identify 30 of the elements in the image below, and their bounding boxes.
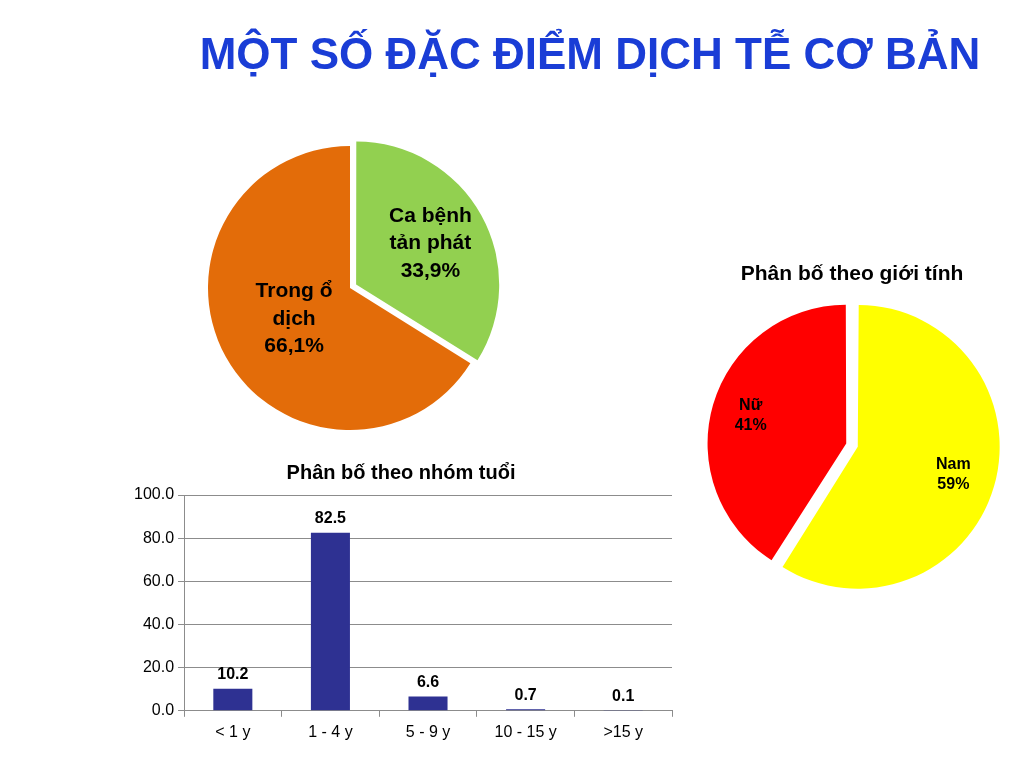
data-label: 0.1 <box>612 686 635 704</box>
y-tick-label: 40.0 <box>142 614 175 632</box>
data-label: 33,9% <box>400 257 461 281</box>
bar <box>213 688 253 711</box>
x-tick-label: 10 - 15 y <box>494 722 557 740</box>
data-label: 0.7 <box>514 685 537 703</box>
y-tick-label: 20.0 <box>142 658 175 676</box>
y-tick-label: 100.0 <box>133 485 175 503</box>
data-label: 59% <box>937 475 970 493</box>
data-label: 10.2 <box>217 665 249 683</box>
slice-label: Ca bệnh tản phát <box>388 202 472 254</box>
bar <box>408 696 448 711</box>
y-tick-label: 80.0 <box>142 528 175 546</box>
chart-title: Phân bố theo giới tính <box>740 261 964 285</box>
data-label: 66,1% <box>264 333 325 357</box>
bar <box>310 532 350 711</box>
text: MỘT SỐ ĐẶC ĐIỂM DỊCH TỄ CƠ BẢN <box>198 28 982 80</box>
slice-label: Nam <box>936 454 971 472</box>
y-tick-label: 0.0 <box>151 701 175 719</box>
y-tick-label: 60.0 <box>142 571 175 589</box>
x-tick-label: < 1 y <box>215 722 251 740</box>
chart-title: Phân bố theo nhóm tuổi <box>286 460 516 483</box>
data-label: 6.6 <box>416 672 440 690</box>
x-tick-label: >15 y <box>603 722 643 740</box>
slice-label: Nữ <box>739 395 763 413</box>
slice-label: Trong ổ dịch <box>255 278 333 329</box>
data-label: 41% <box>734 416 767 434</box>
x-tick-label: 5 - 9 y <box>405 722 451 740</box>
data-label: 82.5 <box>314 509 347 527</box>
x-tick-label: 1 - 4 y <box>308 722 353 740</box>
